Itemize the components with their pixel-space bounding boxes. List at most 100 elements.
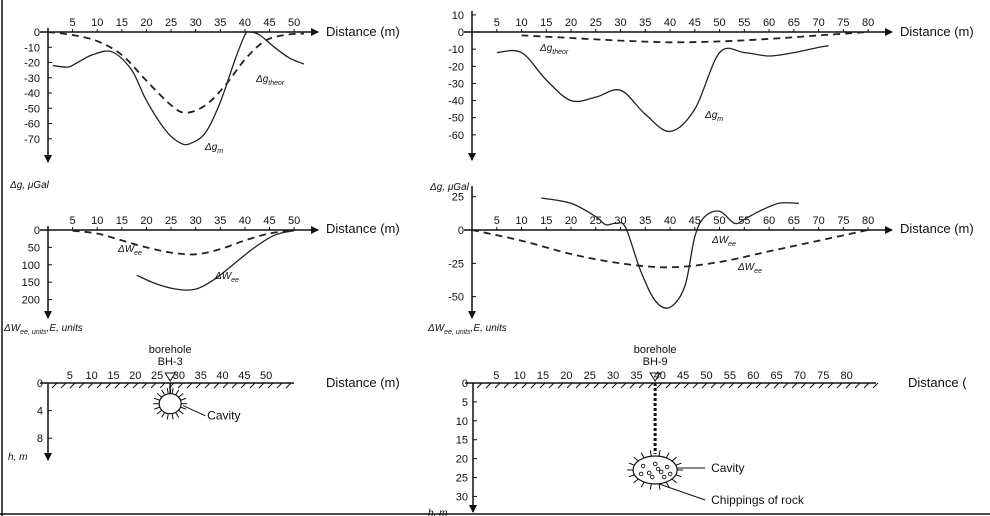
- cavity-hatch: [671, 478, 677, 484]
- panel-emission-left: 5 10 15 20 25 30 35 40 45 50 0 50 100 150 200 Distance …: [3, 215, 400, 336]
- x-tick-label: 45: [689, 17, 701, 29]
- ground-hatch: [548, 382, 555, 389]
- ground-hatch: [719, 382, 726, 389]
- ground-hatch: [69, 382, 76, 389]
- ground-hatch: [773, 382, 780, 389]
- y-axis-title: ΔWee, units,E, units: [3, 323, 83, 336]
- x-tick-label: 15: [540, 17, 552, 29]
- x-tick-label: 80: [862, 17, 874, 29]
- y-tick-label: 15: [456, 435, 468, 447]
- x-tick-label: 55: [738, 17, 750, 29]
- cavity-hatch: [675, 474, 682, 478]
- ground-hatch: [827, 382, 834, 389]
- rock-chipping: [646, 470, 652, 476]
- borehole-label: borehole: [634, 344, 677, 356]
- cavity-hatch: [156, 409, 163, 415]
- x-tick-label: 25: [165, 17, 177, 29]
- y-tick-label: -25: [448, 258, 464, 270]
- y-axis-title: h, m: [428, 508, 447, 516]
- ground-hatch: [177, 382, 184, 389]
- x-axis-title: Distance (m): [326, 375, 400, 390]
- borehole-label: borehole: [149, 344, 192, 356]
- ground-hatch: [539, 382, 546, 389]
- ground-hatch: [267, 382, 274, 389]
- ground-hatch: [51, 382, 58, 389]
- x-tick-label: 15: [116, 17, 128, 29]
- y-tick-label: 4: [37, 406, 43, 418]
- ground-hatch: [845, 382, 852, 389]
- y-tick-label: -20: [448, 61, 464, 73]
- x-axis-title: Distance (: [908, 375, 967, 390]
- x-tick-label: 65: [788, 215, 800, 227]
- x-tick-label: 35: [195, 370, 207, 382]
- cavity-hatch: [671, 456, 677, 462]
- x-tick-label: 60: [763, 215, 775, 227]
- cavity-hatch: [633, 456, 639, 462]
- y-tick-label: 30: [456, 491, 468, 503]
- series-line-Δg_theor: [521, 31, 869, 44]
- ground-hatch: [285, 382, 292, 389]
- ground-hatch: [692, 382, 699, 389]
- cavity-hatch: [161, 412, 166, 418]
- ground-hatch: [746, 382, 753, 389]
- x-tick-label: 30: [190, 215, 202, 227]
- x-tick-label: 30: [614, 17, 626, 29]
- curve-label: Δgtheor: [255, 74, 285, 87]
- cavity-hatch: [658, 483, 661, 490]
- cavity-hatch: [178, 393, 184, 398]
- y-tick-label: 20: [456, 454, 468, 466]
- panel-gravity-right: 5 10 15 20 25 30 35 40 45 50 55 60 65 70 75 80 10 0 -10 -20…: [429, 10, 974, 193]
- ground-hatch: [60, 382, 67, 389]
- y-tick-label: 10: [452, 10, 464, 22]
- ground-hatch: [530, 382, 537, 389]
- x-tick-label: 10: [515, 17, 527, 29]
- cavity-hatch: [640, 481, 645, 488]
- x-tick-label: 45: [238, 370, 250, 382]
- borehole-name: BH-9: [643, 356, 668, 368]
- x-axis-title: Distance (m): [326, 24, 400, 39]
- cavity-hatch: [180, 397, 187, 401]
- x-tick-label: 5: [70, 17, 76, 29]
- ground-hatch: [521, 382, 528, 389]
- ground-hatch: [222, 382, 229, 389]
- x-tick-label: 50: [260, 370, 272, 382]
- ground-hatch: [258, 382, 265, 389]
- x-tick-label: 45: [689, 215, 701, 227]
- ground-hatch: [593, 382, 600, 389]
- x-tick-label: 70: [794, 370, 806, 382]
- ground-hatch: [240, 382, 247, 389]
- rock-chipping: [640, 463, 646, 469]
- x-tick-label: 15: [107, 370, 119, 382]
- y-tick-label: -10: [448, 44, 464, 56]
- x-tick-label: 50: [288, 17, 300, 29]
- x-tick-label: 15: [116, 215, 128, 227]
- x-tick-label: 50: [288, 215, 300, 227]
- x-tick-label: 35: [639, 17, 651, 29]
- ground-hatch: [141, 382, 148, 389]
- series-line-ΔW_ee_theor: [471, 229, 869, 269]
- x-tick-label: 45: [677, 370, 689, 382]
- y-tick-label: 5: [462, 397, 468, 409]
- rock-chipping: [661, 474, 667, 480]
- rock-chipping: [664, 464, 670, 470]
- y-tick-label: 200: [22, 295, 40, 307]
- y-tick-label: -30: [448, 78, 464, 90]
- ground-hatch: [674, 382, 681, 389]
- x-tick-label: 80: [841, 370, 853, 382]
- ground-hatch: [123, 382, 130, 389]
- panel-section-right: 5 10 15 20 25 30 35 40 45 50 55 60 65 70 75 80051015202…: [428, 344, 967, 516]
- y-tick-label: -40: [448, 96, 464, 108]
- ground-hatch: [132, 382, 139, 389]
- ground-hatch: [638, 382, 645, 389]
- x-tick-label: 40: [239, 215, 251, 227]
- series-line-Δg_theor: [47, 31, 305, 114]
- rock-chipping: [649, 474, 655, 480]
- x-tick-label: 5: [70, 215, 76, 227]
- borehole-marker: [649, 372, 662, 382]
- rock-chipping: [652, 461, 658, 467]
- cavity-hatch: [649, 483, 652, 490]
- x-tick-label: 80: [862, 215, 874, 227]
- x-tick-label: 10: [91, 215, 103, 227]
- ground-hatch: [150, 382, 157, 389]
- ground-hatch: [755, 382, 762, 389]
